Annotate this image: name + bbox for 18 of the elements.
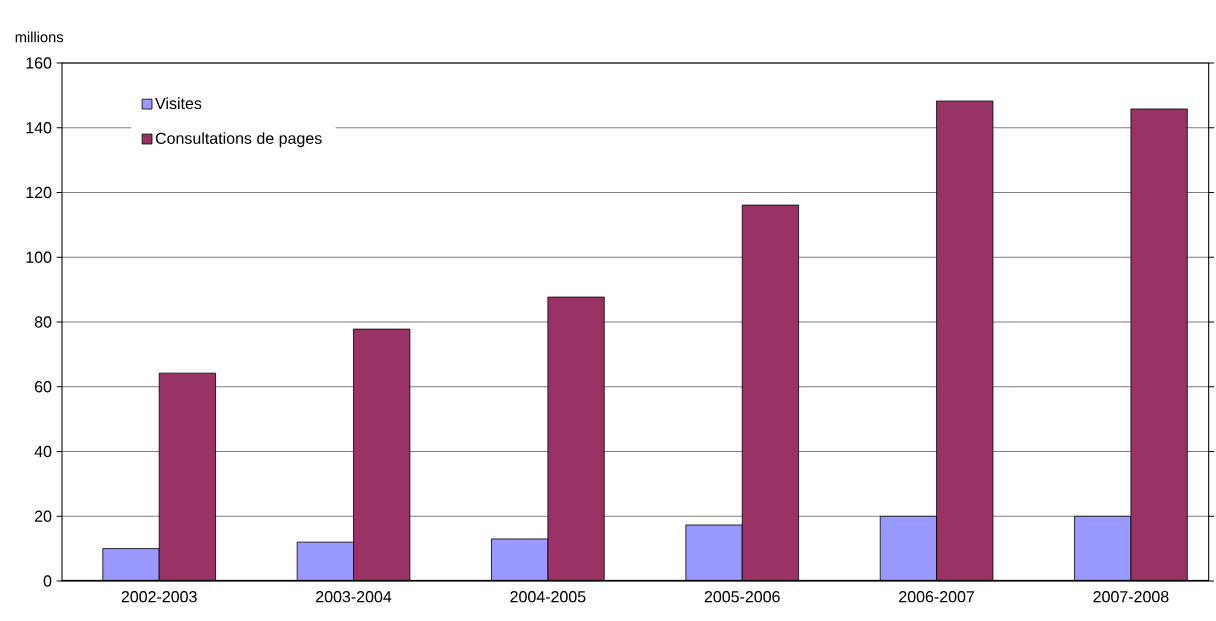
y-tick-label: 80: [34, 316, 52, 328]
x-tick-label: 2002-2003: [121, 591, 197, 603]
legend-label: Visites: [155, 97, 202, 110]
y-tick-label: 60: [34, 381, 52, 393]
x-tick-label: 2006-2007: [899, 591, 975, 603]
legend-label: Consultations de pages: [155, 132, 322, 148]
y-tick-label: 120: [26, 186, 52, 199]
y-tick-label: 160: [26, 57, 52, 69]
x-tick-label: 2005-2006: [704, 591, 780, 603]
y-tick-label: 0: [43, 575, 52, 587]
x-tick-label: 2004-2005: [510, 591, 586, 603]
y-axis-title: millions: [15, 31, 64, 43]
y-tick-label: 40: [34, 445, 52, 458]
x-tick-label: 2007-2008: [1093, 591, 1169, 603]
x-tick-label: 2003-2004: [316, 591, 392, 603]
y-tick-label: 140: [26, 122, 52, 134]
y-tick-label: 20: [34, 510, 52, 522]
y-tick-label: 100: [26, 251, 52, 263]
